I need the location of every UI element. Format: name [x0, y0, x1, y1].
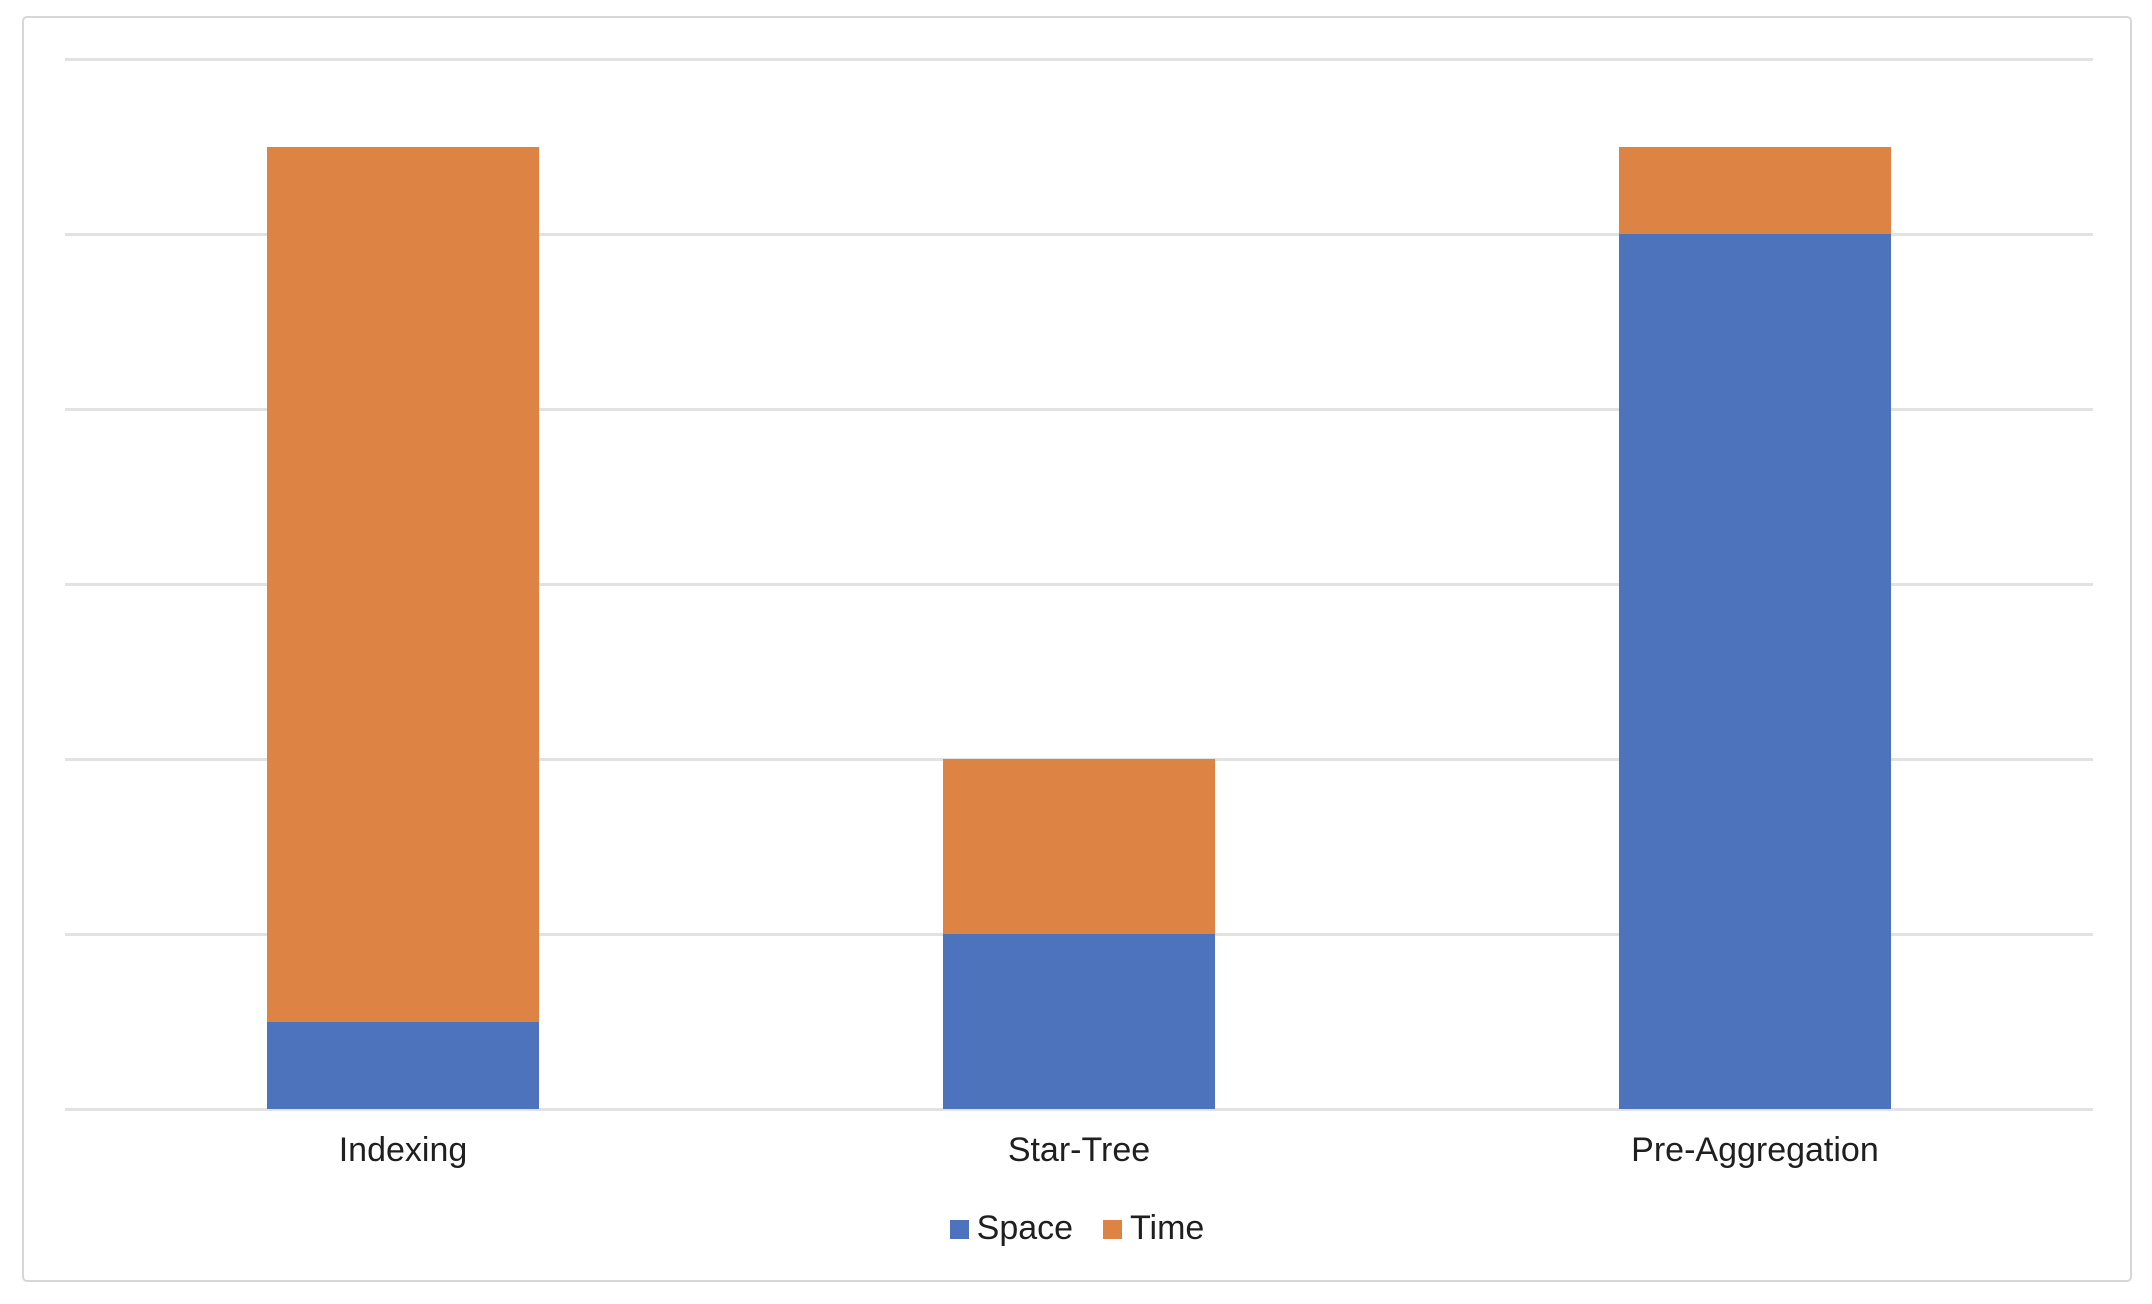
- category-label-star-tree: Star-Tree: [1007, 1131, 1151, 1169]
- gridline: [65, 407, 2093, 411]
- legend-swatch-space: [949, 1220, 969, 1240]
- bar-segment-time-pre-aggregation: [1619, 146, 1891, 234]
- category-label-indexing: Indexing: [338, 1131, 468, 1169]
- category-label-pre-aggregation: Pre-Aggregation: [1631, 1131, 1879, 1169]
- legend-swatch-time: [1103, 1220, 1123, 1240]
- chart-frame: Indexing Star-Tree Pre-Aggregation Space Ti…: [22, 16, 2132, 1282]
- bar-segment-space-star-tree: [943, 934, 1215, 1109]
- bar-segment-space-indexing: [266, 1021, 539, 1109]
- plot-area: [65, 57, 2093, 1111]
- gridline: [65, 57, 2093, 61]
- bar-segment-time-indexing: [266, 146, 539, 1022]
- legend-label-time: Time: [1130, 1209, 1205, 1247]
- bar-segment-space-pre-aggregation: [1619, 234, 1891, 1109]
- bar-indexing: [266, 146, 539, 1109]
- bar-segment-time-star-tree: [943, 759, 1215, 934]
- gridline: [65, 582, 2093, 586]
- legend: Space Time: [24, 1208, 2130, 1249]
- category-axis: Indexing Star-Tree Pre-Aggregation: [65, 1130, 2093, 1171]
- legend-label-space: Space: [976, 1209, 1074, 1247]
- legend-item-space: Space: [949, 1208, 1074, 1249]
- gridline: [65, 1107, 2093, 1111]
- legend-item-time: Time: [1103, 1208, 1204, 1249]
- gridline: [65, 232, 2093, 236]
- bar-star-tree: [943, 759, 1215, 1109]
- bar-pre-aggregation: [1619, 146, 1891, 1109]
